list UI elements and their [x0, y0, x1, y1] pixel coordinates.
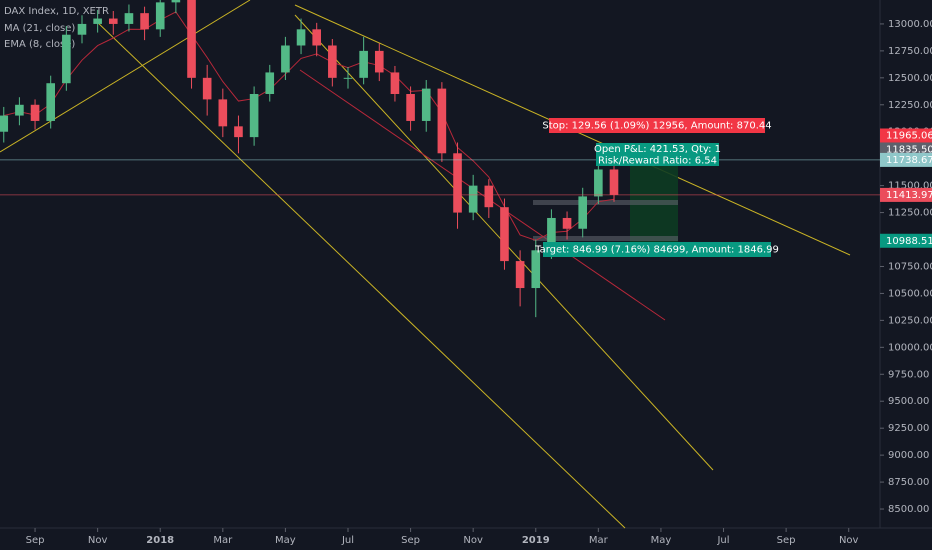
y-tick-label: 10500.00 [888, 288, 932, 299]
candle-body [93, 18, 102, 24]
candle-body [468, 185, 478, 213]
annotation-box [543, 242, 771, 257]
trend-line [0, 0, 251, 153]
y-tick-label: 12750.00 [888, 46, 932, 57]
candle-body [406, 94, 415, 121]
y-tick-label: 12250.00 [888, 100, 932, 111]
candle-body [500, 207, 509, 262]
trend-line [94, 19, 626, 529]
y-tick-label: 10000.00 [888, 342, 932, 353]
price-tag [880, 152, 932, 167]
annotation-text: Risk/Reward Ratio: 6.54 [598, 156, 717, 167]
range-bar [533, 200, 678, 205]
x-tick-label: Mar [213, 535, 233, 546]
candle-body [374, 50, 384, 73]
annotation-text: Target: 846.99 (7.16%) 84699, Amount: 18… [534, 245, 779, 256]
y-tick-label: 9500.00 [888, 396, 929, 407]
indicator-label: EMA (8, close) [4, 39, 75, 50]
candle-body [265, 72, 275, 95]
indicator-label: MA (21, close) [4, 23, 75, 34]
candle-body [578, 196, 588, 229]
candle-body [171, 0, 181, 3]
candle-body [515, 261, 525, 289]
annotation-box [549, 118, 765, 133]
candle-body [62, 34, 71, 84]
candle-body [0, 115, 9, 132]
candle-body [531, 250, 541, 289]
y-tick-label: 13000.00 [888, 19, 932, 30]
y-tick-label: 9250.00 [888, 423, 929, 434]
candle-body [234, 126, 243, 138]
candle-body [390, 72, 400, 95]
candle-body [140, 13, 149, 30]
candle-body [108, 18, 118, 24]
annotation-text: Stop: 129.56 (1.09%) 12956, Amount: 870.… [542, 121, 771, 132]
price-tag-label: 11835.50 [886, 144, 932, 155]
x-tick-label: Nov [463, 535, 483, 546]
annotation-box [596, 143, 719, 155]
range-bar [533, 236, 678, 241]
price-tag [880, 128, 932, 143]
price-tag [880, 187, 932, 202]
candle-body [421, 88, 431, 121]
y-tick-label: 10250.00 [888, 315, 932, 326]
y-tick-label: 8750.00 [888, 477, 929, 488]
annotation-box [596, 155, 719, 166]
candle-body [312, 29, 322, 46]
y-tick-label: 9750.00 [888, 369, 929, 380]
y-tick-label: 11250.00 [888, 208, 932, 219]
candle-body [77, 23, 87, 35]
candle-body [124, 13, 134, 24]
moving-average [3, 11, 615, 241]
candle-body [46, 83, 55, 121]
x-tick-label: 2018 [146, 535, 174, 546]
candle-body [296, 29, 306, 46]
candle-body [594, 169, 603, 197]
price-tag-label: 11738.67 [886, 155, 932, 166]
y-tick-label: 9000.00 [888, 450, 929, 461]
x-tick-label: 2019 [522, 535, 550, 546]
x-tick-label: Sep [401, 535, 420, 546]
candle-body [249, 94, 259, 138]
x-tick-label: May [275, 535, 296, 546]
candle-body [562, 217, 572, 229]
x-tick-label: Mar [589, 535, 609, 546]
price-tag-label: 10988.51 [886, 236, 932, 247]
y-tick-label: 12500.00 [888, 73, 932, 84]
y-tick-label: 10750.00 [888, 261, 932, 272]
candle-body [15, 104, 24, 116]
annotation-text: Open P&L: 421.53, Qty: 1 [594, 144, 721, 155]
candle-body [202, 77, 212, 100]
candle-body [30, 104, 40, 121]
candle-body [281, 45, 290, 73]
candle-body [155, 2, 165, 30]
candle-body [547, 217, 556, 251]
x-tick-label: May [651, 535, 672, 546]
candle-body [328, 45, 337, 78]
x-tick-label: Sep [777, 535, 796, 546]
candle-body [453, 153, 462, 213]
candle-body [437, 88, 447, 154]
price-tag-label: 11413.97 [886, 190, 932, 201]
candle-body [609, 169, 619, 195]
chart-title: DAX Index, 1D, XETR [4, 6, 109, 17]
x-tick-label: Sep [26, 535, 45, 546]
price-tag-label: 11965.06 [886, 130, 932, 141]
candle-body [187, 0, 196, 78]
y-tick-label: 8500.00 [888, 504, 929, 515]
x-tick-label: Jul [716, 535, 729, 546]
candle-body [484, 185, 494, 208]
candle-body [343, 77, 353, 79]
x-tick-label: Nov [839, 535, 859, 546]
y-tick-label: 11500.00 [888, 181, 932, 192]
x-tick-label: Jul [341, 535, 354, 546]
price-tag [880, 233, 932, 248]
x-tick-label: Nov [88, 535, 108, 546]
candle-body [359, 50, 368, 78]
candle-body [218, 99, 228, 127]
